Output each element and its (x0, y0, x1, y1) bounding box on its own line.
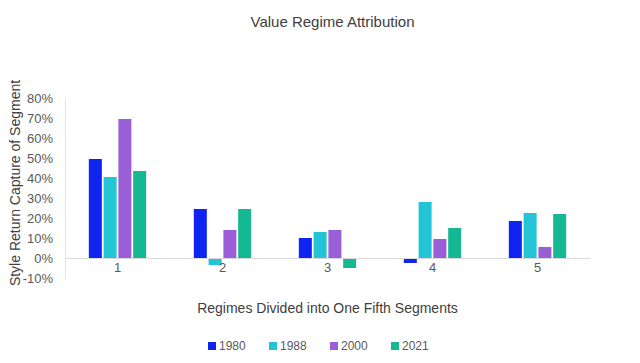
x-axis-title: Regimes Divided into One Fifth Segments (197, 300, 458, 316)
bars (89, 119, 566, 268)
legend-swatch (391, 342, 399, 350)
legend-label: 1980 (219, 339, 246, 353)
bar (89, 159, 102, 258)
y-tick-label: 50% (27, 151, 53, 166)
x-tick: 5 (534, 258, 541, 275)
y-tick: 0% (34, 251, 65, 266)
y-tick: 80% (27, 91, 65, 106)
bar (118, 119, 131, 258)
y-tick-label: 80% (27, 91, 53, 106)
y-tick-label: 60% (27, 131, 53, 146)
x-tick: 2 (219, 258, 226, 275)
bar (524, 213, 537, 258)
bar (553, 214, 566, 258)
y-tick: 20% (27, 211, 65, 226)
y-tick: 10% (27, 231, 65, 246)
series-bars (133, 171, 566, 268)
x-tick-label: 5 (534, 260, 541, 275)
y-tick: 70% (27, 111, 65, 126)
y-tick-label: 30% (27, 191, 53, 206)
legend-swatch (330, 342, 338, 350)
y-tick: 60% (27, 131, 65, 146)
x-tick-label: 4 (429, 260, 436, 275)
legend-item: 2000 (330, 339, 368, 353)
y-tick-label: 70% (27, 111, 53, 126)
x-tick-label: 3 (324, 260, 331, 275)
x-tick-label: 1 (114, 260, 121, 275)
legend-item: 2021 (391, 339, 429, 353)
bar (223, 230, 236, 258)
bar (343, 258, 356, 268)
x-tick: 4 (429, 258, 436, 275)
series-bars (89, 159, 522, 263)
y-tick-label: 10% (27, 231, 53, 246)
bar (314, 232, 327, 258)
legend: 1980 1988 2000 2021 (208, 339, 429, 353)
bar (194, 209, 207, 258)
bar (419, 202, 432, 258)
y-tick: 40% (27, 171, 65, 186)
y-tick: 30% (27, 191, 65, 206)
legend-swatch (269, 342, 277, 350)
y-axis-line (65, 99, 66, 279)
bar (538, 247, 551, 258)
y-tick-label: 0% (34, 251, 53, 266)
y-tick: -10% (23, 271, 65, 286)
bar (299, 238, 312, 258)
x-axis: 1 2 3 4 5 (66, 258, 591, 275)
y-axis: -10% 0% 10% 20% 30% 40% 50% 60% 70% 80% (23, 91, 66, 286)
y-tick-label: 20% (27, 211, 53, 226)
x-tick: 1 (114, 258, 121, 275)
y-axis-title: Style Return Capture of Segment (7, 80, 23, 286)
y-tick-label: 40% (27, 171, 53, 186)
bar (448, 228, 461, 258)
x-axis-line (66, 258, 591, 259)
legend-item: 1988 (269, 339, 307, 353)
bar (328, 230, 341, 258)
series-bars (118, 119, 551, 258)
y-tick: 50% (27, 151, 65, 166)
series-bars (104, 177, 537, 265)
bar (238, 209, 251, 258)
bar (433, 239, 446, 258)
legend-label: 1988 (280, 339, 307, 353)
bar (509, 221, 522, 258)
chart: -10% 0% 10% 20% 30% 40% 50% 60% 70% 80% 1 2 3 4 5 Value… (0, 0, 640, 363)
y-tick-label: -10% (23, 271, 54, 286)
bar (104, 177, 117, 258)
x-tick-label: 2 (219, 260, 226, 275)
legend-swatch (208, 342, 216, 350)
title: Value Regime Attribution (251, 13, 415, 30)
legend-item: 1980 (208, 339, 246, 353)
bar (133, 171, 146, 258)
legend-label: 2021 (402, 339, 429, 353)
x-tick: 3 (324, 258, 331, 275)
legend-label: 2000 (341, 339, 368, 353)
